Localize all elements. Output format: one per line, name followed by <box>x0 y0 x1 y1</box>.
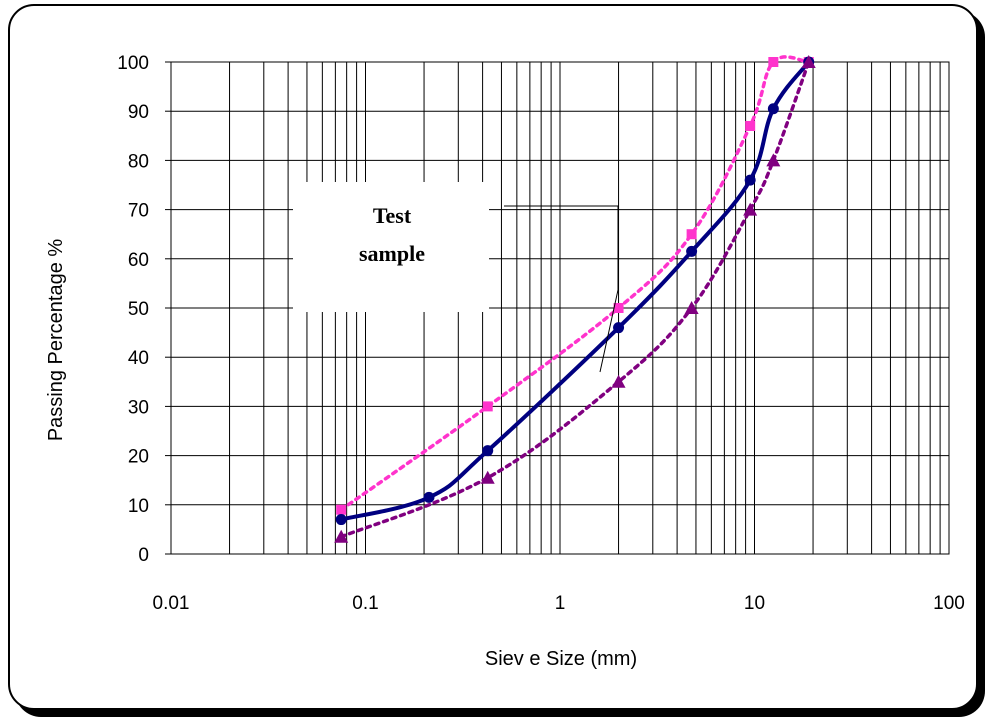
square-marker <box>768 57 779 67</box>
square-marker <box>336 504 347 515</box>
circle-marker <box>423 491 435 503</box>
y-tick-labels: 0 10 20 30 40 50 60 70 80 90 100 <box>117 53 149 566</box>
square-marker <box>745 120 756 131</box>
annotation-leader-line <box>504 205 619 373</box>
x-tick-label: 10 <box>744 593 765 614</box>
triangle-marker <box>611 374 626 388</box>
x-tick-label: 1 <box>555 593 566 614</box>
chart-grid <box>165 61 950 555</box>
x-tick-labels: 0.01 0.1 1 10 100 <box>153 593 965 614</box>
y-tick-label: 100 <box>117 53 149 74</box>
circle-marker <box>686 245 698 257</box>
circle-marker <box>767 103 779 115</box>
series-line-1 <box>339 55 811 512</box>
series-line-2 <box>339 60 811 522</box>
annotation-line-1: Test <box>373 203 412 228</box>
y-tick-label: 30 <box>128 397 149 418</box>
circle-marker <box>335 514 347 526</box>
y-axis-label: Passing Percentage % <box>45 239 67 442</box>
y-tick-label: 60 <box>128 250 149 271</box>
plot-area-border <box>170 61 950 555</box>
triangle-marker <box>801 55 816 68</box>
annotation-box <box>293 182 489 312</box>
square-marker <box>482 401 493 412</box>
y-tick-label: 50 <box>128 299 149 320</box>
triangle-marker <box>334 529 349 543</box>
y-tick-label: 40 <box>128 348 149 369</box>
y-tick-label: 10 <box>128 496 149 517</box>
y-tick-label: 20 <box>128 447 149 468</box>
circle-marker <box>744 174 756 186</box>
circle-marker <box>613 322 625 334</box>
annotation-line-2: sample <box>359 241 425 266</box>
circle-marker <box>482 445 494 457</box>
data-series <box>334 55 816 543</box>
square-marker <box>686 229 697 240</box>
x-tick-label: 0.01 <box>153 593 190 614</box>
x-tick-label: 100 <box>933 593 965 614</box>
y-tick-label: 90 <box>128 102 149 123</box>
triangle-marker <box>480 470 495 484</box>
y-tick-label: 80 <box>128 151 149 172</box>
y-tick-label: 70 <box>128 201 149 222</box>
x-tick-label: 0.1 <box>352 593 378 614</box>
square-marker <box>613 303 624 313</box>
triangle-marker <box>743 202 758 216</box>
triangle-marker <box>684 301 699 314</box>
triangle-marker <box>766 153 781 167</box>
y-tick-label: 0 <box>138 545 149 566</box>
x-axis-label: Siev e Size (mm) <box>485 648 637 670</box>
